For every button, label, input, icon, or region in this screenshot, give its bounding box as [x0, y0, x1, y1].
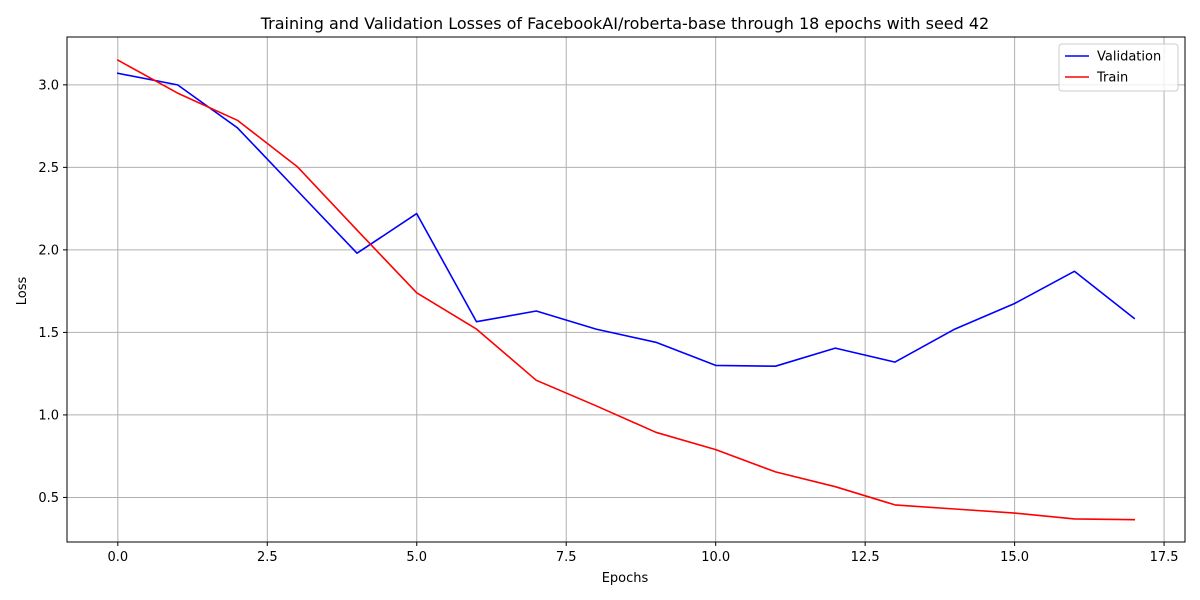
- y-tick-label: 1.5: [38, 326, 59, 341]
- x-tick-label: 15.0: [1000, 550, 1029, 565]
- legend: Validation Train: [1058, 43, 1179, 92]
- y-tick-label: 2.0: [38, 243, 59, 258]
- axis-ticks: 0.0 2.5 5.0 7.5 10.0 12.5 15.0 17.5 0.5 1.0 1.5 2.0…: [38, 78, 1178, 565]
- x-tick-label: 12.5: [851, 550, 880, 565]
- series-line-train: [116, 59, 1136, 521]
- x-tick-label: 0.0: [107, 550, 128, 565]
- plot-frame: [66, 36, 1186, 543]
- y-tick-label: 2.5: [38, 161, 59, 176]
- legend-label-validation: Validation: [1097, 50, 1161, 65]
- y-axis-label: Loss: [15, 277, 30, 306]
- x-axis-label: Epochs: [602, 571, 649, 586]
- x-tick-label: 7.5: [556, 550, 577, 565]
- x-tick-label: 10.0: [701, 550, 730, 565]
- y-tick-label: 3.0: [38, 78, 59, 93]
- x-tick-label: 2.5: [257, 550, 278, 565]
- chart-title: Training and Validation Losses of Facebo…: [260, 14, 989, 33]
- x-tick-label: 17.5: [1150, 550, 1179, 565]
- y-tick-label: 1.0: [38, 408, 59, 423]
- x-tick-label: 5.0: [406, 550, 427, 565]
- plot-series: [116, 59, 1136, 521]
- y-tick-label: 0.5: [38, 491, 59, 506]
- series-line-validation: [116, 72, 1136, 368]
- grid: [67, 37, 1185, 542]
- legend-label-train: Train: [1096, 71, 1128, 86]
